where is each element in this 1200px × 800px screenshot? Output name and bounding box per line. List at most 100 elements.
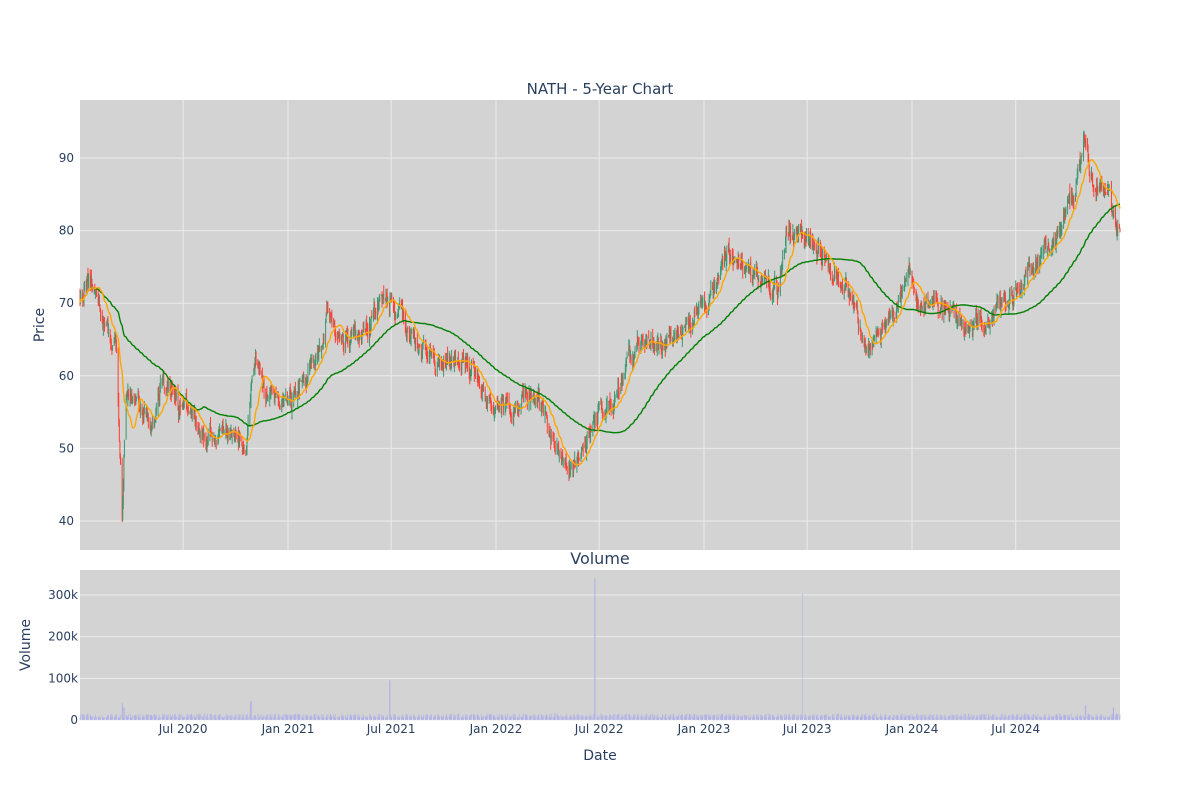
volume-bar	[1000, 717, 1001, 720]
volume-bar	[890, 715, 891, 720]
candle-body	[907, 273, 909, 279]
candle-body	[865, 346, 867, 351]
volume-bar	[521, 717, 523, 720]
volume-bar	[924, 714, 926, 720]
candle-body	[246, 448, 247, 452]
volume-bar	[406, 714, 408, 720]
candle-body	[295, 393, 297, 399]
volume-bar	[195, 717, 196, 720]
candle-body	[413, 331, 414, 335]
volume-bar	[561, 715, 563, 720]
volume-bar	[156, 715, 157, 720]
candle-body	[1037, 260, 1038, 267]
candle-body	[1107, 191, 1108, 193]
candle-body	[142, 417, 144, 418]
candle-body	[130, 394, 132, 396]
candle-body	[414, 329, 415, 340]
volume-bar	[604, 714, 606, 720]
volume-bar	[291, 714, 293, 720]
candle-body	[329, 313, 330, 321]
candle-body	[887, 318, 889, 324]
candle-body	[87, 274, 89, 284]
volume-bar	[413, 714, 415, 720]
volume-bar	[976, 715, 977, 720]
volume-bar	[969, 717, 970, 720]
candle-body	[453, 361, 455, 365]
candle-body	[544, 411, 546, 417]
volume-bar	[349, 714, 351, 720]
volume-bar	[881, 716, 883, 720]
volume-bar	[820, 715, 822, 720]
volume-bar	[1036, 716, 1038, 720]
volume-bar	[525, 714, 526, 720]
candle-body	[1100, 184, 1102, 186]
volume-bar	[451, 713, 452, 720]
volume-bar	[1017, 713, 1018, 720]
volume-bar	[666, 717, 668, 720]
volume-bar	[91, 717, 92, 720]
candle-body	[110, 341, 112, 344]
candle-body	[1029, 263, 1030, 267]
candle-body	[832, 279, 834, 282]
volume-bar	[361, 717, 362, 720]
volume-bar	[1005, 714, 1007, 720]
volume-bar	[637, 715, 638, 720]
candle-body	[816, 253, 818, 258]
candle-body	[746, 266, 748, 270]
candle-body	[119, 421, 120, 441]
volume-bar	[712, 714, 714, 720]
volume-bar	[126, 715, 128, 720]
volume-bar	[98, 717, 100, 720]
volume-bar	[414, 715, 415, 720]
volume-bar	[573, 714, 574, 720]
candle-body	[283, 399, 285, 405]
date-x-tick-label: Jan 2023	[677, 722, 731, 736]
candle-body	[979, 314, 981, 318]
candle-body	[646, 337, 647, 344]
candle-body	[425, 346, 427, 355]
volume-bar	[525, 714, 527, 720]
candle-body	[168, 380, 169, 387]
volume-bar	[1116, 713, 1117, 720]
candle-body	[737, 259, 738, 267]
candle-body	[234, 434, 235, 440]
candle-body	[585, 449, 587, 452]
volume-bar	[569, 717, 570, 720]
volume-bar	[556, 714, 558, 720]
candle-body	[108, 330, 109, 334]
volume-bar	[426, 714, 427, 720]
candle-body	[317, 348, 319, 357]
candle-body	[129, 393, 131, 399]
candle-body	[1113, 210, 1115, 216]
candle-body	[107, 318, 108, 324]
candle-body	[422, 343, 424, 347]
candle-body	[704, 300, 706, 306]
candle-body	[582, 444, 584, 450]
volume-bar	[214, 715, 215, 720]
candle-body	[389, 302, 390, 310]
candle-body	[343, 343, 345, 348]
candle-body	[199, 431, 201, 437]
volume-bar	[419, 715, 420, 720]
volume-bar	[108, 714, 109, 720]
candle-body	[682, 328, 684, 329]
volume-bar	[459, 717, 460, 720]
candle-body	[885, 326, 887, 330]
volume-bar	[1037, 713, 1039, 720]
candle-body	[1095, 192, 1097, 196]
volume-bar	[546, 713, 548, 720]
volume-bar	[593, 714, 595, 720]
candle-body	[295, 389, 296, 395]
volume-bar	[678, 716, 679, 720]
candle-body	[497, 402, 499, 405]
volume-bar	[1076, 717, 1077, 720]
volume-bar	[183, 717, 185, 720]
candle-body	[909, 265, 911, 274]
volume-bar	[482, 717, 483, 720]
candle-body	[87, 276, 88, 282]
volume-bar	[580, 715, 582, 720]
volume-bar	[661, 716, 663, 720]
volume-bar	[937, 717, 939, 720]
volume-bar	[1067, 715, 1068, 720]
volume-bar	[864, 714, 866, 720]
